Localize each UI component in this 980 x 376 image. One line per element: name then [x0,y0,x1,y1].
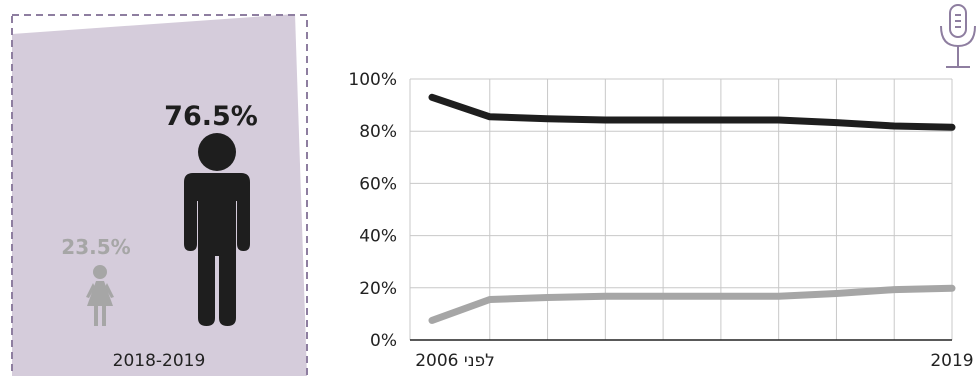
x-label-start: לפני 2006 [415,351,495,371]
line-chart: 0% 20% 40% 60% 80% 100% לפני 2006 2019 [348,70,973,371]
men-series-line [428,93,956,131]
panel-background [12,14,307,376]
period-label: 2018-2019 [113,351,206,371]
x-label-end: 2019 [930,351,973,371]
man-icon [184,133,250,326]
panel-dashed-frame [11,14,308,376]
women-percentage: 23.5% [61,235,130,259]
chart-grid [409,78,953,341]
y-tick-label: 80% [359,122,397,142]
y-tick-label: 20% [359,279,397,299]
women-series-line [428,284,956,324]
y-tick-label: 0% [370,331,397,351]
men-percentage: 76.5% [164,101,258,132]
y-axis-ticks: 0% 20% 40% 60% 80% 100% [348,70,397,351]
y-tick-label: 60% [359,174,397,194]
chart-lines [428,93,956,324]
microphone-icon [940,4,976,68]
woman-icon [86,265,114,326]
y-tick-label: 100% [348,70,397,90]
y-tick-label: 40% [359,227,397,247]
